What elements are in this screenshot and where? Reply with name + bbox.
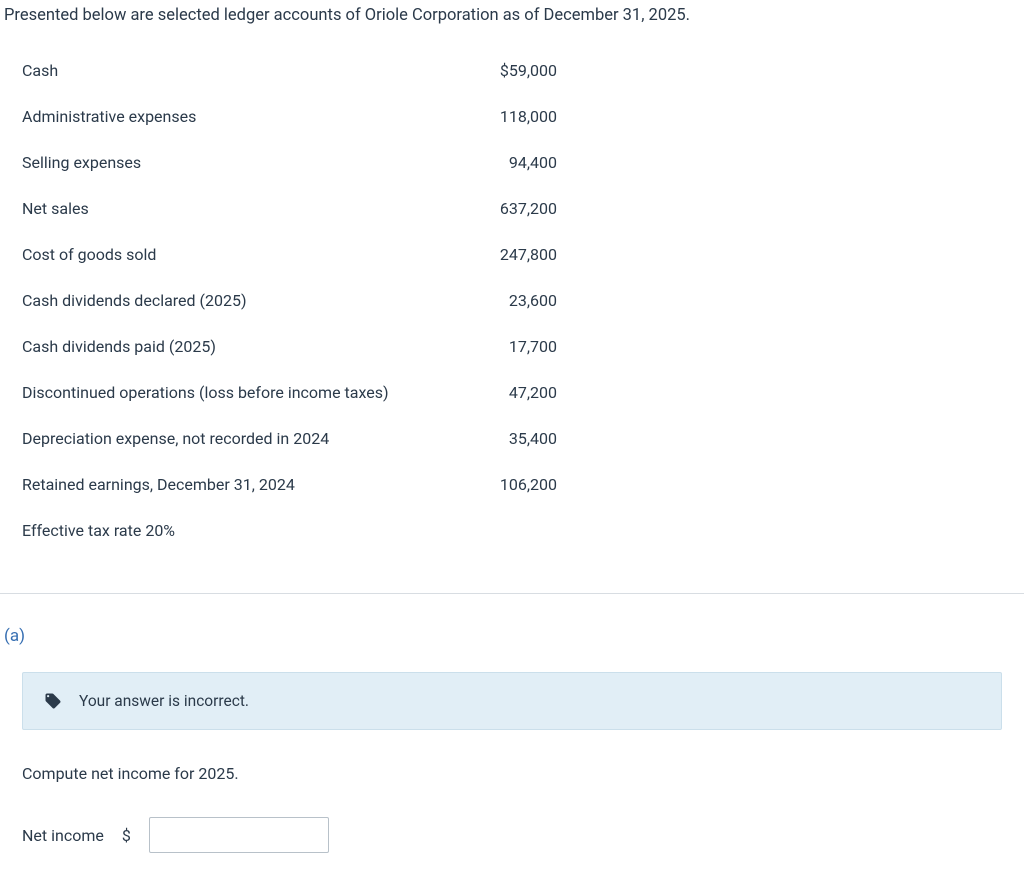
ledger-label: Cash dividends declared (2025) <box>22 291 437 310</box>
feedback-text: Your answer is incorrect. <box>79 692 249 710</box>
ledger-value: 23,600 <box>437 291 557 310</box>
ledger-label: Retained earnings, December 31, 2024 <box>22 475 437 494</box>
part-label: (a) <box>0 594 1024 654</box>
ledger-value: 106,200 <box>437 475 557 494</box>
ledger-value: 94,400 <box>437 153 557 172</box>
currency-symbol: $ <box>122 826 131 845</box>
ledger-table: Cash$59,000Administrative expenses118,00… <box>0 43 1024 581</box>
ledger-label: Cash dividends paid (2025) <box>22 337 437 356</box>
ledger-label: Depreciation expense, not recorded in 20… <box>22 429 437 448</box>
ledger-row: Retained earnings, December 31, 2024106,… <box>22 461 1024 507</box>
compute-prompt: Compute net income for 2025. <box>22 764 1002 783</box>
ledger-row: Effective tax rate 20% <box>22 507 1024 553</box>
ledger-label: Cost of goods sold <box>22 245 437 264</box>
ledger-row: Cash$59,000 <box>22 47 1024 93</box>
ledger-value: 247,800 <box>437 245 557 264</box>
ledger-label: Cash <box>22 61 437 80</box>
ledger-value: 47,200 <box>437 383 557 402</box>
ledger-label: Effective tax rate 20% <box>22 521 437 540</box>
ledger-label: Net sales <box>22 199 437 218</box>
ledger-label: Administrative expenses <box>22 107 437 126</box>
ledger-row: Depreciation expense, not recorded in 20… <box>22 415 1024 461</box>
answer-section: Your answer is incorrect. Compute net in… <box>0 654 1024 873</box>
ledger-label: Discontinued operations (loss before inc… <box>22 383 437 402</box>
net-income-label: Net income <box>22 826 104 845</box>
ledger-row: Cash dividends declared (2025)23,600 <box>22 277 1024 323</box>
intro-text: Presented below are selected ledger acco… <box>0 0 1024 43</box>
ledger-value: 17,700 <box>437 337 557 356</box>
ledger-row: Cost of goods sold247,800 <box>22 231 1024 277</box>
ledger-row: Cash dividends paid (2025)17,700 <box>22 323 1024 369</box>
ledger-value: $59,000 <box>437 61 557 80</box>
net-income-row: Net income $ <box>22 817 1002 863</box>
ledger-row: Selling expenses94,400 <box>22 139 1024 185</box>
ledger-row: Net sales637,200 <box>22 185 1024 231</box>
ledger-value: 35,400 <box>437 429 557 448</box>
feedback-box: Your answer is incorrect. <box>22 672 1002 730</box>
tag-icon <box>43 691 63 711</box>
ledger-value: 118,000 <box>437 107 557 126</box>
ledger-row: Administrative expenses118,000 <box>22 93 1024 139</box>
ledger-row: Discontinued operations (loss before inc… <box>22 369 1024 415</box>
net-income-input[interactable] <box>149 817 329 853</box>
ledger-value: 637,200 <box>437 199 557 218</box>
ledger-label: Selling expenses <box>22 153 437 172</box>
